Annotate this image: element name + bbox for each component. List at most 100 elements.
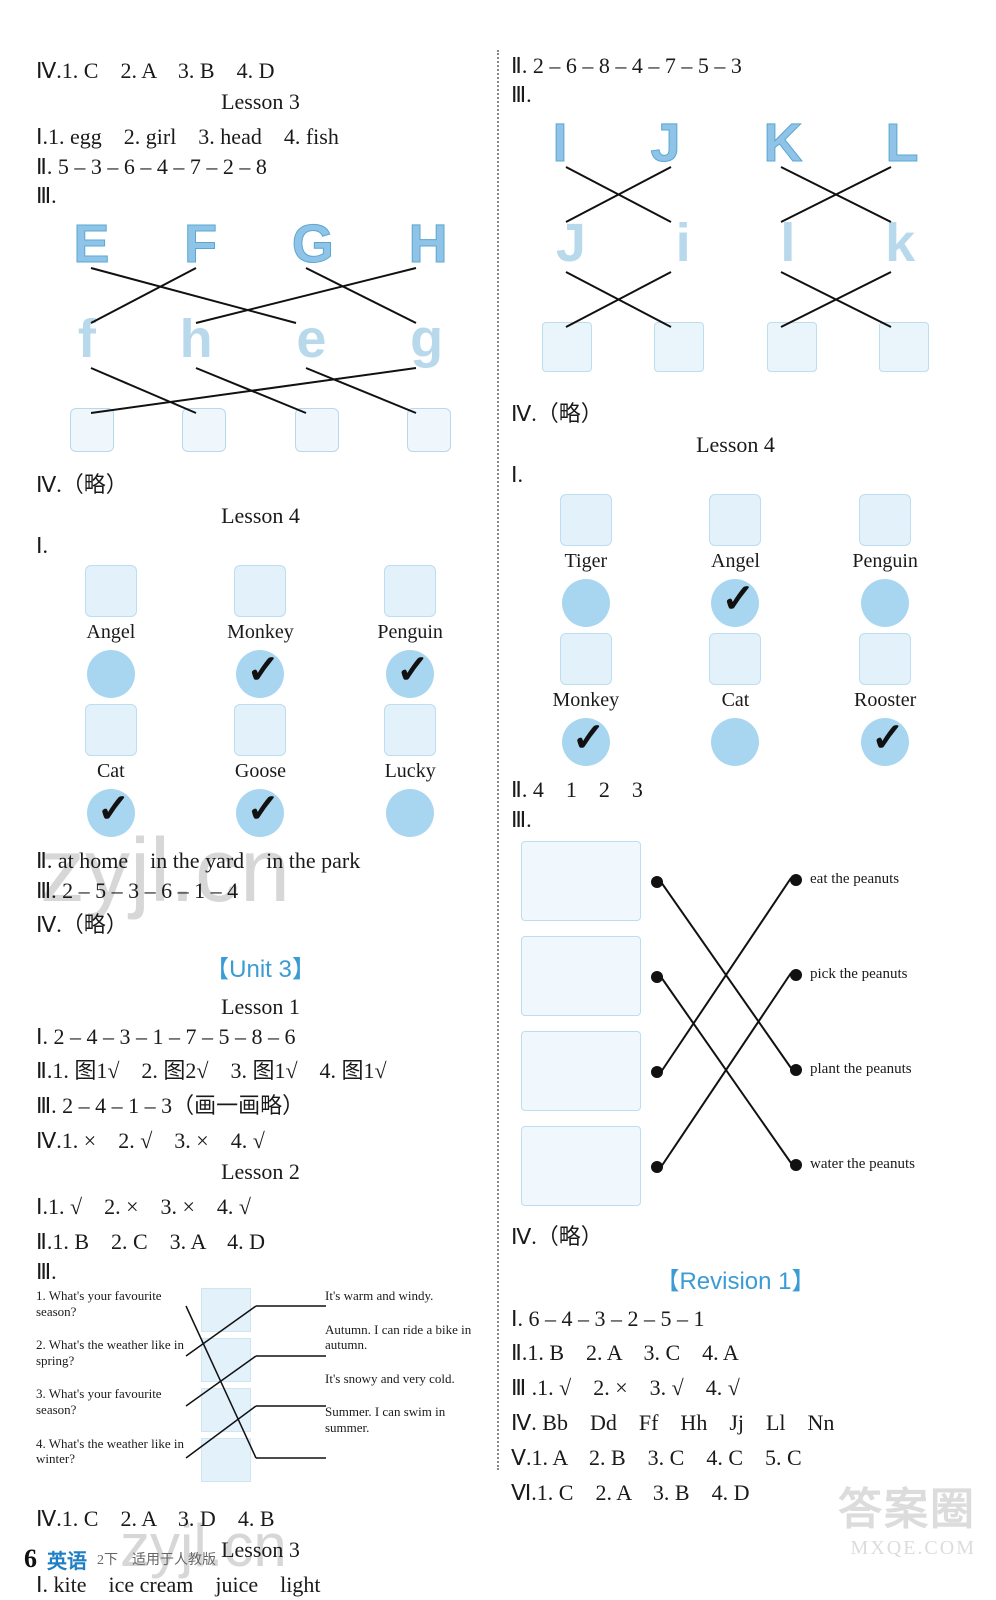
- letter-small: g: [410, 308, 443, 370]
- answer-line: Ⅰ.1. √ 2. × 3. × 4. √: [36, 1189, 485, 1221]
- letter-small: i: [676, 212, 691, 274]
- subject-label: 英语: [47, 1545, 87, 1574]
- animal-icon: [384, 565, 436, 617]
- animal-label: Cat: [61, 760, 161, 783]
- letter-small: J: [556, 212, 586, 274]
- dot-icon: [651, 971, 663, 983]
- answer-line: Ⅳ.（略）: [36, 907, 485, 939]
- unit-heading: 【Unit 3】: [36, 949, 485, 984]
- season-pic: [521, 936, 641, 1016]
- qa-answers: It's warm and windy. Autumn. I can ride …: [325, 1288, 485, 1454]
- check-disc: [711, 579, 759, 627]
- animal-label: Angel: [61, 621, 161, 644]
- edition-label: 2下 适用于人教版: [97, 1549, 216, 1569]
- section-label: Ⅰ.: [511, 462, 960, 488]
- animal-label: Rooster: [835, 689, 935, 712]
- peanut-label: water the peanuts: [790, 1156, 950, 1173]
- answer-line: Ⅰ. 2 – 4 – 3 – 1 – 7 – 5 – 8 – 6: [36, 1024, 485, 1050]
- animal-cell: Rooster: [835, 633, 935, 766]
- qa-answer: It's snowy and very cold.: [325, 1371, 485, 1387]
- animal-icon: [85, 704, 137, 756]
- watermark-text: 答案圈: [838, 1473, 976, 1537]
- qa-answer: It's warm and windy.: [325, 1288, 485, 1304]
- animal-label: Lucky: [360, 760, 460, 783]
- peanut-text: pick the peanuts: [810, 966, 907, 982]
- letter-big: J: [650, 112, 680, 174]
- animal-label: Penguin: [360, 621, 460, 644]
- page-number: 6: [24, 1544, 37, 1574]
- check-disc: [87, 650, 135, 698]
- qa-answer: Autumn. I can ride a bike in autumn.: [325, 1322, 485, 1353]
- dot-icon: [651, 1066, 663, 1078]
- season-icon: [201, 1438, 251, 1482]
- letter-small: h: [180, 308, 213, 370]
- qa-question: 3. What's your favourite season?: [36, 1386, 186, 1417]
- answer-line: Ⅰ.1. egg 2. girl 3. head 4. fish: [36, 119, 485, 151]
- answer-line: Ⅴ.1. A 2. B 3. C 4. C 5. C: [511, 1440, 960, 1472]
- lesson-heading: Lesson 4: [36, 503, 485, 529]
- check-disc: [386, 789, 434, 837]
- qa-icons: [201, 1288, 251, 1488]
- check-disc: [236, 789, 284, 837]
- animal-cell: Penguin: [360, 565, 460, 698]
- lesson-heading: Lesson 1: [36, 994, 485, 1020]
- animal-icon: [234, 704, 286, 756]
- lesson-heading: Lesson 3: [36, 89, 485, 115]
- animal-cell: Lucky: [360, 704, 460, 837]
- animal-icon: [234, 565, 286, 617]
- section-label: Ⅲ.: [511, 82, 960, 108]
- animal-label: Tiger: [536, 550, 636, 573]
- letter-match-diagram: I J K L J i l k: [511, 112, 960, 392]
- dot-icon: [790, 1064, 802, 1076]
- right-column: Ⅱ. 2 – 6 – 8 – 4 – 7 – 5 – 3 Ⅲ. I J K L …: [499, 50, 972, 1520]
- qa-question: 1. What's your favourite season?: [36, 1288, 186, 1319]
- letter-big: H: [409, 213, 448, 275]
- peanut-text: eat the peanuts: [810, 871, 899, 887]
- animal-cell: Angel: [685, 494, 785, 627]
- letter-big: G: [292, 213, 334, 275]
- answer-line: Ⅳ.1. C 2. A 3. B 4. D: [36, 53, 485, 85]
- animal-label: Monkey: [536, 689, 636, 712]
- check-disc: [87, 789, 135, 837]
- dot-icon: [651, 876, 663, 888]
- section-label: Ⅲ.: [36, 1259, 485, 1285]
- object-icon: [542, 322, 592, 372]
- object-icon: [654, 322, 704, 372]
- answer-line: Ⅳ.1. × 2. √ 3. × 4. √: [36, 1123, 485, 1155]
- dot-icon: [790, 1159, 802, 1171]
- qa-question: 2. What's the weather like in spring?: [36, 1337, 186, 1368]
- animal-grid-row: Cat Goose Lucky: [36, 704, 485, 837]
- letter-big: K: [764, 112, 803, 174]
- answer-line: Ⅱ. 4 1 2 3: [511, 772, 960, 804]
- animal-cell: Cat: [61, 704, 161, 837]
- check-disc: [562, 579, 610, 627]
- peanut-text: water the peanuts: [810, 1156, 915, 1172]
- object-icon: [879, 322, 929, 372]
- animal-label: Goose: [210, 760, 310, 783]
- animal-icon: [709, 633, 761, 685]
- answer-line: Ⅳ.（略）: [511, 1219, 960, 1251]
- peanut-match-diagram: eat the peanuts pick the peanuts plant t…: [511, 836, 960, 1216]
- animal-icon: [560, 633, 612, 685]
- season-pic: [521, 1031, 641, 1111]
- letter-small: k: [885, 212, 915, 274]
- check-disc: [236, 650, 284, 698]
- animal-cell: Cat: [685, 633, 785, 766]
- season-icon: [201, 1338, 251, 1382]
- answer-line: Ⅳ.1. C 2. A 3. D 4. B: [36, 1501, 485, 1533]
- animal-cell: Monkey: [536, 633, 636, 766]
- answer-line: Ⅲ .1. √ 2. × 3. √ 4. √: [511, 1370, 960, 1402]
- object-icon: [182, 408, 226, 452]
- answer-line: Ⅱ. 2 – 6 – 8 – 4 – 7 – 5 – 3: [511, 53, 960, 79]
- letter-big: E: [73, 213, 109, 275]
- animal-cell: Penguin: [835, 494, 935, 627]
- animal-icon: [859, 494, 911, 546]
- animal-icon: [384, 704, 436, 756]
- answer-line: Ⅳ. Bb Dd Ff Hh Jj Ll Nn: [511, 1405, 960, 1437]
- section-label: Ⅲ.: [36, 183, 485, 209]
- qa-question: 4. What's the weather like in winter?: [36, 1436, 186, 1467]
- qa-answer: Summer. I can swim in summer.: [325, 1404, 485, 1435]
- check-disc: [562, 718, 610, 766]
- animal-cell: Angel: [61, 565, 161, 698]
- letter-big: F: [184, 213, 217, 275]
